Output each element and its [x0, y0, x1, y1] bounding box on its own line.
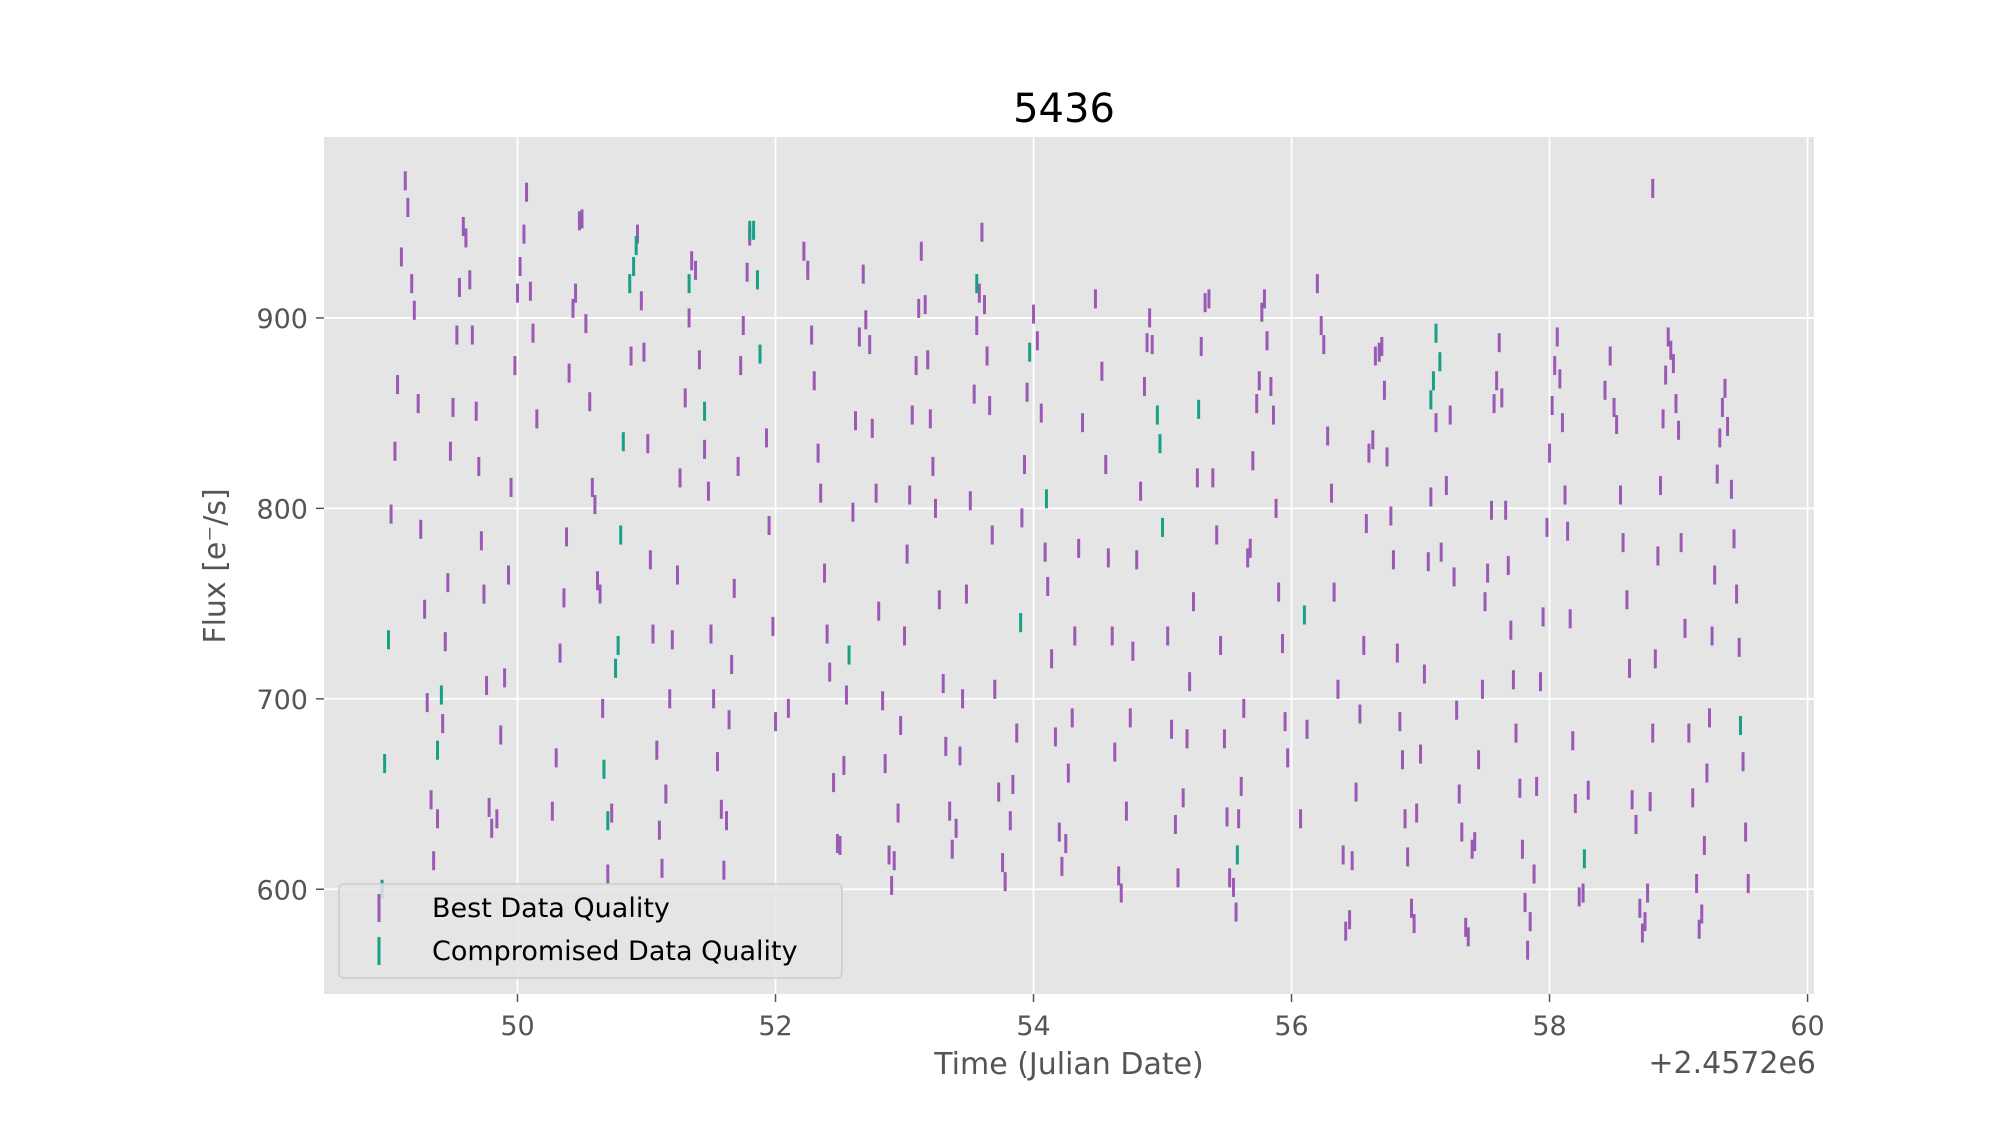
x-axis-label: Time (Julian Date)	[933, 1047, 1204, 1082]
x-tick-label: 60	[1790, 1011, 1824, 1042]
plot-background	[324, 137, 1814, 994]
y-tick-label: 700	[256, 685, 308, 716]
x-tick-label: 56	[1274, 1011, 1308, 1042]
chart-title: 5436	[1013, 86, 1115, 132]
legend-label-compromised: Compromised Data Quality	[432, 936, 798, 967]
series-compromised-data-quality	[380, 220, 1742, 899]
x-axis: 50 52 54 56 58 60	[500, 994, 1825, 1042]
x-axis-offset-label: +2.4572e6	[1648, 1046, 1816, 1081]
legend: Best Data Quality Compromised Data Quali…	[338, 883, 843, 979]
legend-label-best: Best Data Quality	[432, 893, 670, 924]
series-best-data-quality	[389, 171, 1750, 960]
y-axis: 600 700 800 900	[256, 304, 324, 906]
x-tick-label: 54	[1016, 1011, 1050, 1042]
legend-box	[338, 883, 843, 979]
y-axis-label: Flux [e⁻/s]	[198, 488, 233, 643]
y-tick-label: 900	[256, 304, 308, 335]
x-tick-label: 52	[758, 1011, 792, 1042]
y-tick-label: 600	[256, 875, 308, 906]
y-tick-label: 800	[256, 494, 308, 525]
data-points	[380, 171, 1750, 960]
x-tick-label: 50	[500, 1011, 534, 1042]
x-tick-label: 58	[1532, 1011, 1566, 1042]
